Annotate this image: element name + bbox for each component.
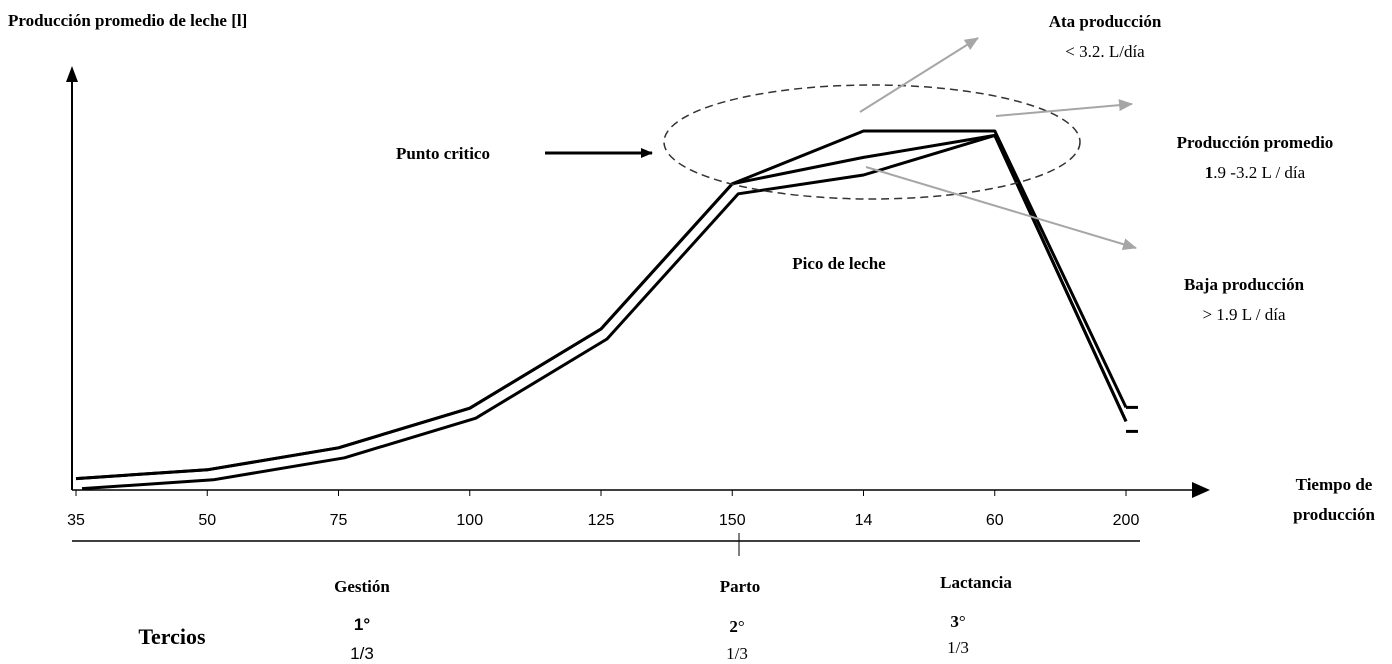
series-line (75, 129, 1128, 481)
high-production-title: Ata producción (1049, 12, 1162, 31)
second-third-number: 2° (729, 617, 744, 636)
x-tick-label: 35 (67, 512, 85, 529)
third-third-fraction: 1/3 (947, 638, 969, 657)
x-axis-label-line1: Tiempo de (1296, 475, 1373, 494)
first-third-fraction: 1/3 (350, 644, 374, 663)
phase-birth-label: Parto (720, 577, 761, 596)
tercios-label: Tercios (138, 624, 206, 649)
x-tick-label: 125 (588, 512, 615, 529)
low-production-arrow (865, 166, 1137, 251)
phase-lactation-label: Lactancia (940, 573, 1012, 592)
high-production-arrow (859, 37, 979, 113)
milk-peak-label: Pico de leche (792, 254, 886, 273)
series-line (75, 133, 1128, 481)
y-axis-label: Producción promedio de leche [l] (8, 11, 247, 30)
x-tick-label: 60 (986, 512, 1004, 529)
x-tick-label: 14 (855, 512, 873, 529)
critical-point-label: Punto critico (396, 144, 490, 163)
third-third-number: 3° (950, 612, 965, 631)
low-production-range: > 1.9 L / día (1202, 305, 1286, 324)
series-line (81, 133, 1128, 491)
low-production-title: Baja producción (1184, 275, 1305, 294)
x-tick-label: 75 (330, 512, 348, 529)
average-production-title: Producción promedio (1177, 133, 1334, 152)
phase-gestation-label: Gestión (334, 577, 390, 596)
x-tick-label: 200 (1113, 512, 1140, 529)
x-tick-label: 100 (456, 512, 483, 529)
average-production-range: 1.9 -3.2 L / día (1205, 163, 1306, 182)
y-axis-arrowhead (66, 66, 78, 82)
x-axis-arrowhead (1192, 482, 1210, 498)
critical-zone-ellipse (663, 84, 1081, 200)
second-third-fraction: 1/3 (726, 644, 748, 663)
x-tick-label: 150 (719, 512, 746, 529)
average-production-arrow (995, 99, 1133, 117)
x-tick-label: 50 (198, 512, 216, 529)
first-third-number: 1° (354, 615, 370, 634)
x-axis-label-line2: producción (1293, 505, 1375, 524)
high-production-range: < 3.2. L/día (1065, 42, 1145, 61)
